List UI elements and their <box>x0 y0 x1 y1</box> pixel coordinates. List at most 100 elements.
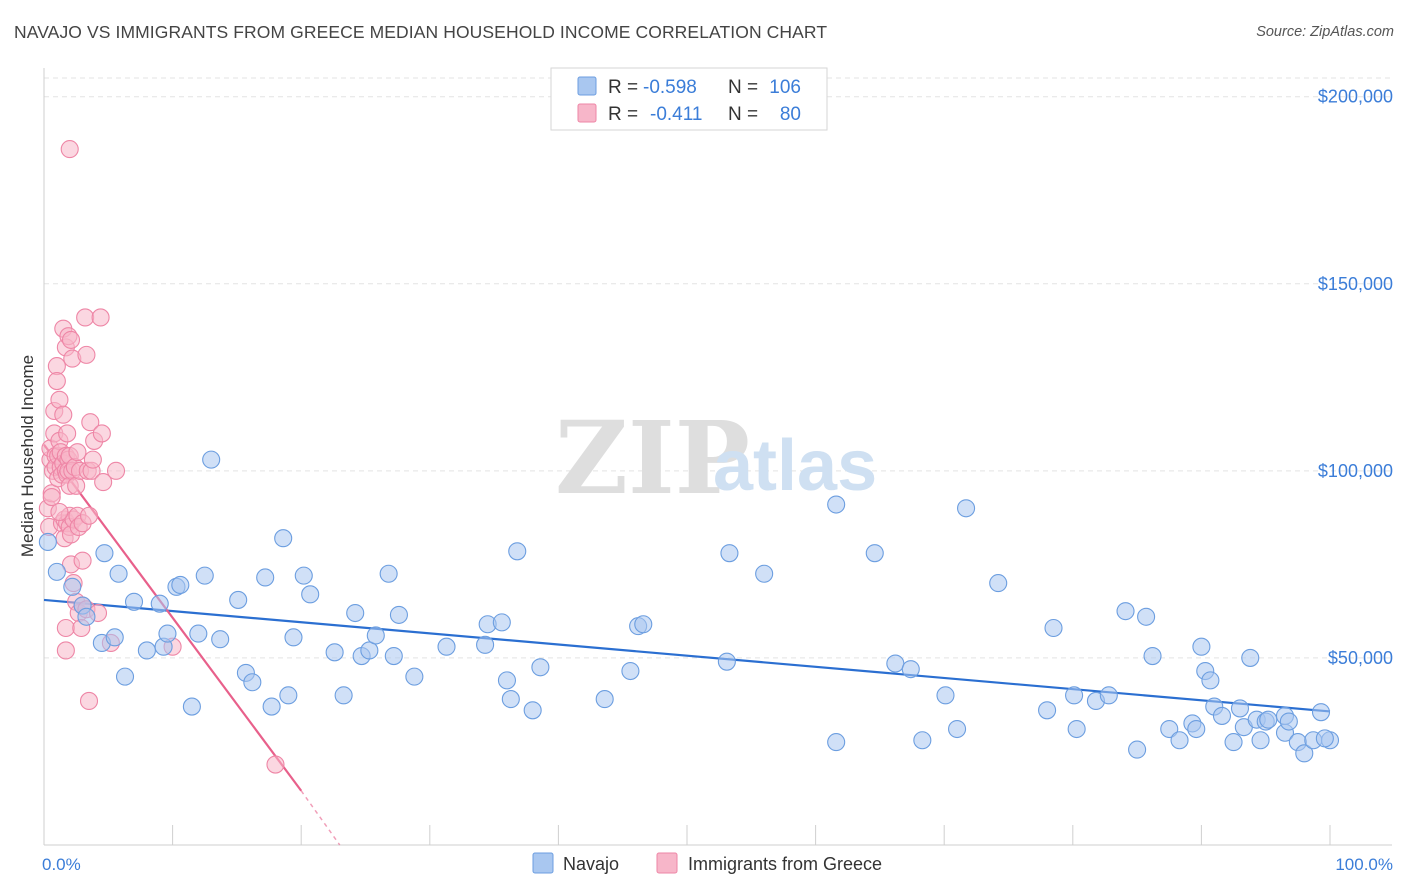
point-navajo <box>405 667 424 686</box>
point-navajo <box>1170 731 1189 750</box>
watermark-zip: ZIP <box>555 399 750 517</box>
y-tick-label: $200,000 <box>1318 87 1393 107</box>
legend-r-value: -0.411 <box>650 104 702 125</box>
point-navajo <box>531 658 550 677</box>
watermark: ZIP atlas <box>555 399 877 517</box>
point-navajo <box>1224 733 1243 752</box>
bottom-legend-swatch-greece <box>656 852 678 874</box>
point-greece <box>54 405 73 424</box>
point-navajo <box>886 654 905 673</box>
point-navajo <box>1241 648 1260 667</box>
point-navajo <box>1259 710 1278 729</box>
point-navajo <box>497 671 517 690</box>
point-greece <box>91 308 110 327</box>
point-navajo <box>115 667 135 686</box>
point-greece <box>60 140 79 159</box>
point-greece <box>79 691 99 711</box>
point-navajo <box>508 542 527 561</box>
point-navajo <box>1128 740 1147 759</box>
legend-r-label: R = <box>608 77 638 98</box>
point-navajo <box>634 615 653 634</box>
x-tick-label-left: 0.0% <box>42 855 81 874</box>
bottom-legend: Navajo Immigrants from Greece <box>532 852 882 874</box>
point-navajo <box>366 626 385 645</box>
point-greece <box>83 450 102 469</box>
point-navajo <box>284 628 303 647</box>
y-tick-label: $150,000 <box>1318 274 1393 294</box>
point-navajo <box>109 564 128 583</box>
point-navajo <box>137 641 156 660</box>
legend-swatch-navajo <box>577 76 597 96</box>
point-greece <box>50 502 69 522</box>
point-navajo <box>189 624 208 643</box>
point-greece <box>67 476 86 495</box>
point-navajo <box>936 686 955 705</box>
point-navajo <box>1230 699 1250 718</box>
point-navajo <box>229 590 248 609</box>
point-navajo <box>948 719 967 739</box>
point-greece <box>56 618 75 638</box>
point-navajo <box>195 566 214 585</box>
point-navajo <box>1201 671 1220 690</box>
bottom-legend-greece: Immigrants from Greece <box>688 854 882 874</box>
point-navajo <box>384 647 403 666</box>
point-greece <box>68 443 87 462</box>
point-navajo <box>105 628 124 647</box>
point-greece <box>94 473 113 492</box>
point-greece <box>61 330 81 349</box>
trend-line-greece <box>43 444 303 792</box>
point-navajo <box>1044 618 1063 638</box>
point-navajo <box>1251 731 1270 750</box>
point-navajo <box>63 577 82 596</box>
point-navajo <box>334 686 353 705</box>
y-axis-label: Median Household Income <box>18 355 37 557</box>
point-navajo <box>389 605 408 624</box>
point-navajo <box>77 607 96 626</box>
x-tick-label-right: 100.0% <box>1335 855 1393 874</box>
point-navajo <box>1279 712 1298 731</box>
point-greece <box>58 424 77 443</box>
point-navajo <box>501 690 520 709</box>
point-navajo <box>1295 744 1314 763</box>
point-navajo <box>346 603 365 623</box>
point-navajo <box>1192 637 1211 656</box>
legend-swatch-greece <box>577 103 597 123</box>
point-navajo <box>274 529 293 548</box>
point-greece <box>42 487 61 507</box>
legend-n-value: 80 <box>780 104 801 125</box>
point-navajo <box>1315 729 1334 748</box>
point-navajo <box>523 701 542 720</box>
point-navajo <box>294 566 313 585</box>
point-navajo <box>95 544 114 563</box>
point-navajo <box>1143 647 1162 666</box>
point-navajo <box>901 660 920 679</box>
legend-n-value: 106 <box>769 77 801 98</box>
point-navajo <box>379 564 398 583</box>
point-navajo <box>171 575 190 595</box>
point-greece <box>56 641 75 660</box>
point-navajo <box>957 499 976 518</box>
point-navajo <box>1187 719 1206 739</box>
point-greece <box>76 308 95 327</box>
point-greece <box>47 372 66 391</box>
legend-r-label: R = <box>608 104 638 125</box>
point-greece <box>92 424 111 443</box>
point-navajo <box>360 641 379 660</box>
point-navajo <box>243 673 262 692</box>
point-navajo <box>256 568 275 587</box>
point-navajo <box>1065 686 1084 705</box>
point-greece <box>73 551 92 570</box>
point-navajo <box>913 731 932 750</box>
point-navajo <box>621 661 640 681</box>
legend-n-label: N = <box>728 104 758 125</box>
point-navajo <box>476 635 495 654</box>
point-navajo <box>827 495 846 514</box>
point-navajo <box>865 544 884 563</box>
point-navajo <box>38 532 57 551</box>
y-tick-label: $100,000 <box>1318 461 1393 481</box>
point-navajo <box>1137 607 1156 626</box>
grid <box>44 77 1392 659</box>
point-greece <box>77 345 96 364</box>
source-label: Source: ZipAtlas.com <box>1256 24 1394 40</box>
